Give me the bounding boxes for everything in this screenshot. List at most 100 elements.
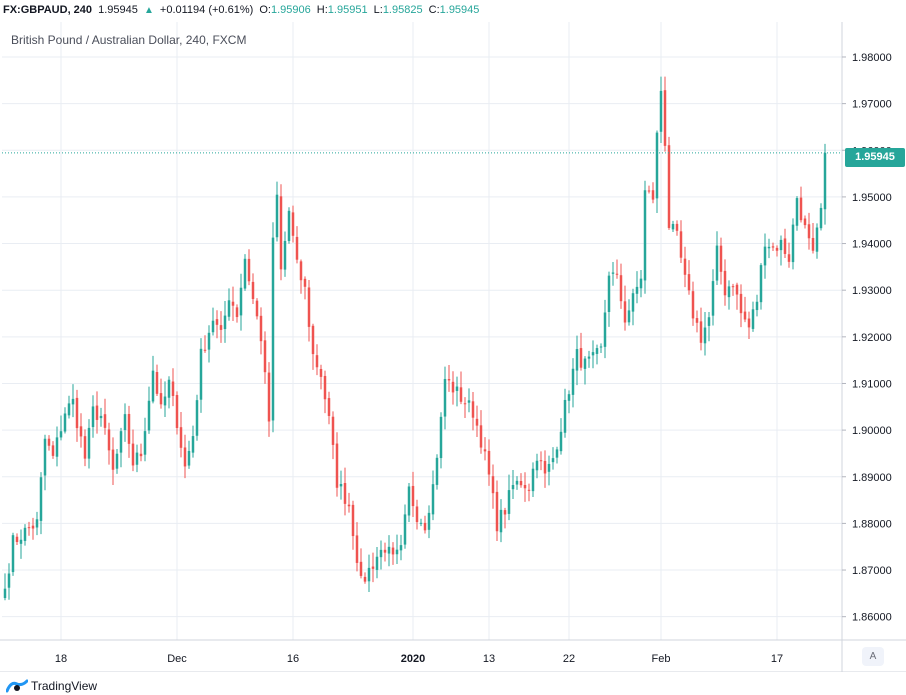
candle-body xyxy=(19,539,23,544)
candle-body xyxy=(711,281,715,316)
candle-body xyxy=(203,349,207,351)
candle-body xyxy=(483,449,487,452)
candle-body xyxy=(67,403,71,416)
candle-body xyxy=(451,381,455,393)
candle-body xyxy=(159,393,163,405)
candle-body xyxy=(191,436,195,453)
last-price-tag: 1.95945 xyxy=(845,148,905,167)
candle-body xyxy=(751,309,755,329)
candle-body xyxy=(111,449,115,470)
grid-lines xyxy=(2,22,842,640)
candle-body xyxy=(815,227,819,252)
candle-body xyxy=(327,398,331,416)
candle-body xyxy=(371,566,375,569)
symbol-legend: FX:GBPAUD, 240 1.95945 ▲ +0.01194 (+0.61… xyxy=(3,2,482,18)
brand-footer[interactable]: TradingView xyxy=(6,677,97,695)
price-tick-label: 1.98000 xyxy=(852,52,892,64)
candle-body xyxy=(331,416,335,445)
candle-body xyxy=(107,429,111,451)
candle-body xyxy=(627,310,631,323)
open-label: O: xyxy=(259,4,271,16)
candle-body xyxy=(295,236,299,260)
candle-body xyxy=(663,90,667,146)
symbol-label[interactable]: FX:GBPAUD, 240 xyxy=(3,4,93,16)
time-tick-label: 16 xyxy=(287,653,299,665)
candle-body xyxy=(15,536,19,542)
candle-body xyxy=(575,349,579,371)
candle-body xyxy=(95,405,99,420)
candle-body xyxy=(423,522,427,531)
candle-body xyxy=(359,561,363,576)
candle-body xyxy=(411,485,415,507)
candle-body xyxy=(563,399,567,433)
candle-body xyxy=(515,480,519,485)
candle-body xyxy=(283,240,287,270)
candle-body xyxy=(527,489,531,491)
low-label: L: xyxy=(373,4,383,16)
candle-body xyxy=(691,291,695,319)
candle-body xyxy=(395,549,399,555)
candle-body xyxy=(695,318,699,323)
candle-body xyxy=(219,325,223,330)
candle-body xyxy=(187,450,191,466)
candle-body xyxy=(11,535,15,573)
candle-body xyxy=(675,223,679,231)
candle-body xyxy=(235,307,239,318)
price-tick-label: 1.92000 xyxy=(852,332,892,344)
candle-body xyxy=(151,370,155,402)
candle-body xyxy=(791,224,795,263)
candle-body xyxy=(119,431,123,453)
candle-body xyxy=(595,348,599,354)
candle-body xyxy=(747,318,751,328)
open-value: 1.95906 xyxy=(270,4,311,16)
candle-body xyxy=(355,535,359,563)
candle-body xyxy=(607,275,611,312)
candle-body xyxy=(659,90,663,132)
candle-body xyxy=(479,425,483,448)
low-value: 1.95825 xyxy=(382,4,423,16)
candle-body xyxy=(427,512,431,530)
candle-body xyxy=(35,519,39,528)
candle-body xyxy=(367,567,371,582)
candle-body xyxy=(783,238,787,254)
candle-body xyxy=(247,258,251,282)
time-tick-label: 22 xyxy=(563,653,575,665)
time-tick-label: Feb xyxy=(652,653,671,665)
candle-body xyxy=(59,431,63,438)
candle-body xyxy=(587,356,591,359)
candle-body xyxy=(763,246,767,266)
candle-body xyxy=(743,311,747,320)
auto-scale-button[interactable]: A xyxy=(862,647,884,666)
candle-body xyxy=(567,394,571,401)
candle-body xyxy=(447,379,451,381)
candle-body xyxy=(735,284,739,295)
candle-body xyxy=(71,398,75,405)
candle-body xyxy=(299,261,303,281)
candle-body xyxy=(43,438,47,476)
candle-body xyxy=(207,332,211,350)
candle-body xyxy=(687,274,691,291)
candlestick-chart[interactable]: 1.980001.970001.960001.950001.940001.930… xyxy=(0,22,906,673)
time-axis[interactable]: 18 Dec 16 2020 13 22 Feb 17 xyxy=(0,639,906,673)
candle-body xyxy=(671,223,675,230)
price-axis[interactable]: 1.980001.970001.960001.950001.940001.930… xyxy=(841,22,892,672)
candle-body xyxy=(459,387,463,402)
candle-body xyxy=(123,414,127,431)
candle-body xyxy=(351,504,355,537)
candle-body xyxy=(703,327,707,344)
candle-body xyxy=(131,443,135,466)
candle-body xyxy=(415,506,419,523)
price-tick-label: 1.88000 xyxy=(852,518,892,530)
candle-body xyxy=(291,212,295,236)
chart-pane[interactable]: 1.980001.970001.960001.950001.940001.930… xyxy=(0,22,906,673)
candle-body xyxy=(255,300,259,317)
candle-body xyxy=(647,190,651,192)
candle-body xyxy=(375,556,379,570)
candle-body xyxy=(699,321,703,343)
candle-body xyxy=(323,375,327,400)
close-label: C: xyxy=(428,4,440,16)
candle-body xyxy=(499,509,503,533)
candle-body xyxy=(455,386,459,391)
high-label: H: xyxy=(316,4,328,16)
candle-body xyxy=(267,372,271,422)
